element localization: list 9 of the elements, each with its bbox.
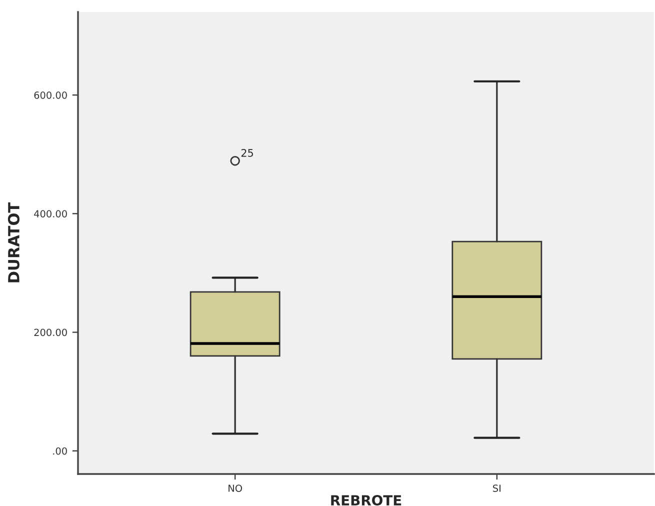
y-tick-label: .00: [53, 447, 67, 455]
x-tick-label: NO: [228, 484, 242, 492]
y-tick-label: 400.00: [34, 210, 67, 218]
y-tick-label: 200.00: [34, 328, 67, 336]
y-axis-title: DURATOT: [8, 202, 20, 282]
x-tick-label: SI: [493, 484, 500, 492]
x-axis-title: REBROTE: [331, 495, 402, 506]
annotation: 25: [241, 148, 253, 157]
y-tick-label: 600.00: [34, 92, 67, 99]
